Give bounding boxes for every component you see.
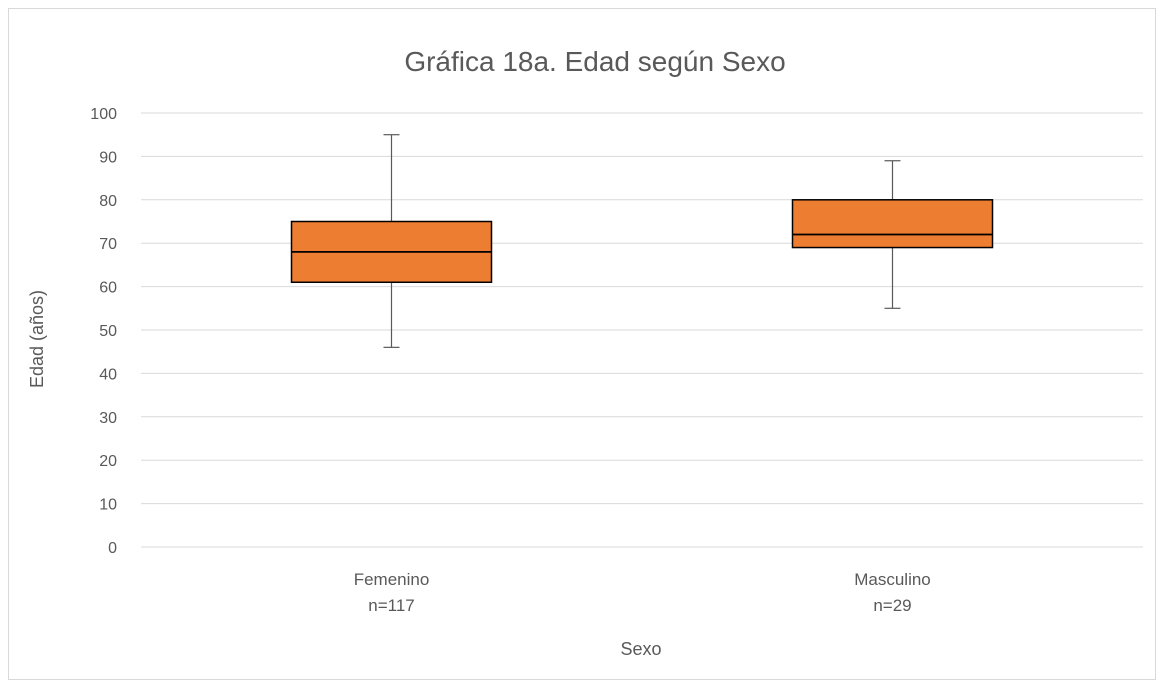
boxes [290,134,994,348]
x-axis-categories: Femenino n=117 Masculino n=29 [354,570,931,615]
x-axis-title: Sexo [620,639,661,659]
y-tick-label: 20 [99,453,117,470]
gridlines [141,112,1143,548]
y-axis-ticks: 0 10 20 30 40 50 60 70 80 90 100 [90,106,117,557]
y-axis-title: Edad (años) [27,290,47,388]
y-tick-label: 40 [99,366,117,383]
y-tick-label: 80 [99,193,117,210]
x-category-sublabel: n=117 [368,596,414,615]
y-tick-label: 50 [99,323,117,340]
box-iqr [791,199,994,249]
y-tick-label: 70 [99,236,117,253]
box-femenino [290,134,493,348]
y-tick-label: 90 [99,149,117,166]
x-category-sublabel: n=29 [873,596,911,615]
chart-frame: Gráfica 18a. Edad según Sexo 0 10 20 30 40 50… [8,8,1156,680]
chart-title: Gráfica 18a. Edad según Sexo [404,46,785,77]
x-category-label: Masculino [854,570,931,589]
box-plot-chart: Gráfica 18a. Edad según Sexo 0 10 20 30 40 50… [27,46,1143,659]
y-tick-label: 0 [108,540,117,557]
y-tick-label: 30 [99,410,117,427]
box-masculino [791,160,994,309]
y-tick-label: 10 [99,497,117,514]
y-tick-label: 60 [99,280,117,297]
x-category-label: Femenino [354,570,430,589]
y-tick-label: 100 [90,106,117,123]
